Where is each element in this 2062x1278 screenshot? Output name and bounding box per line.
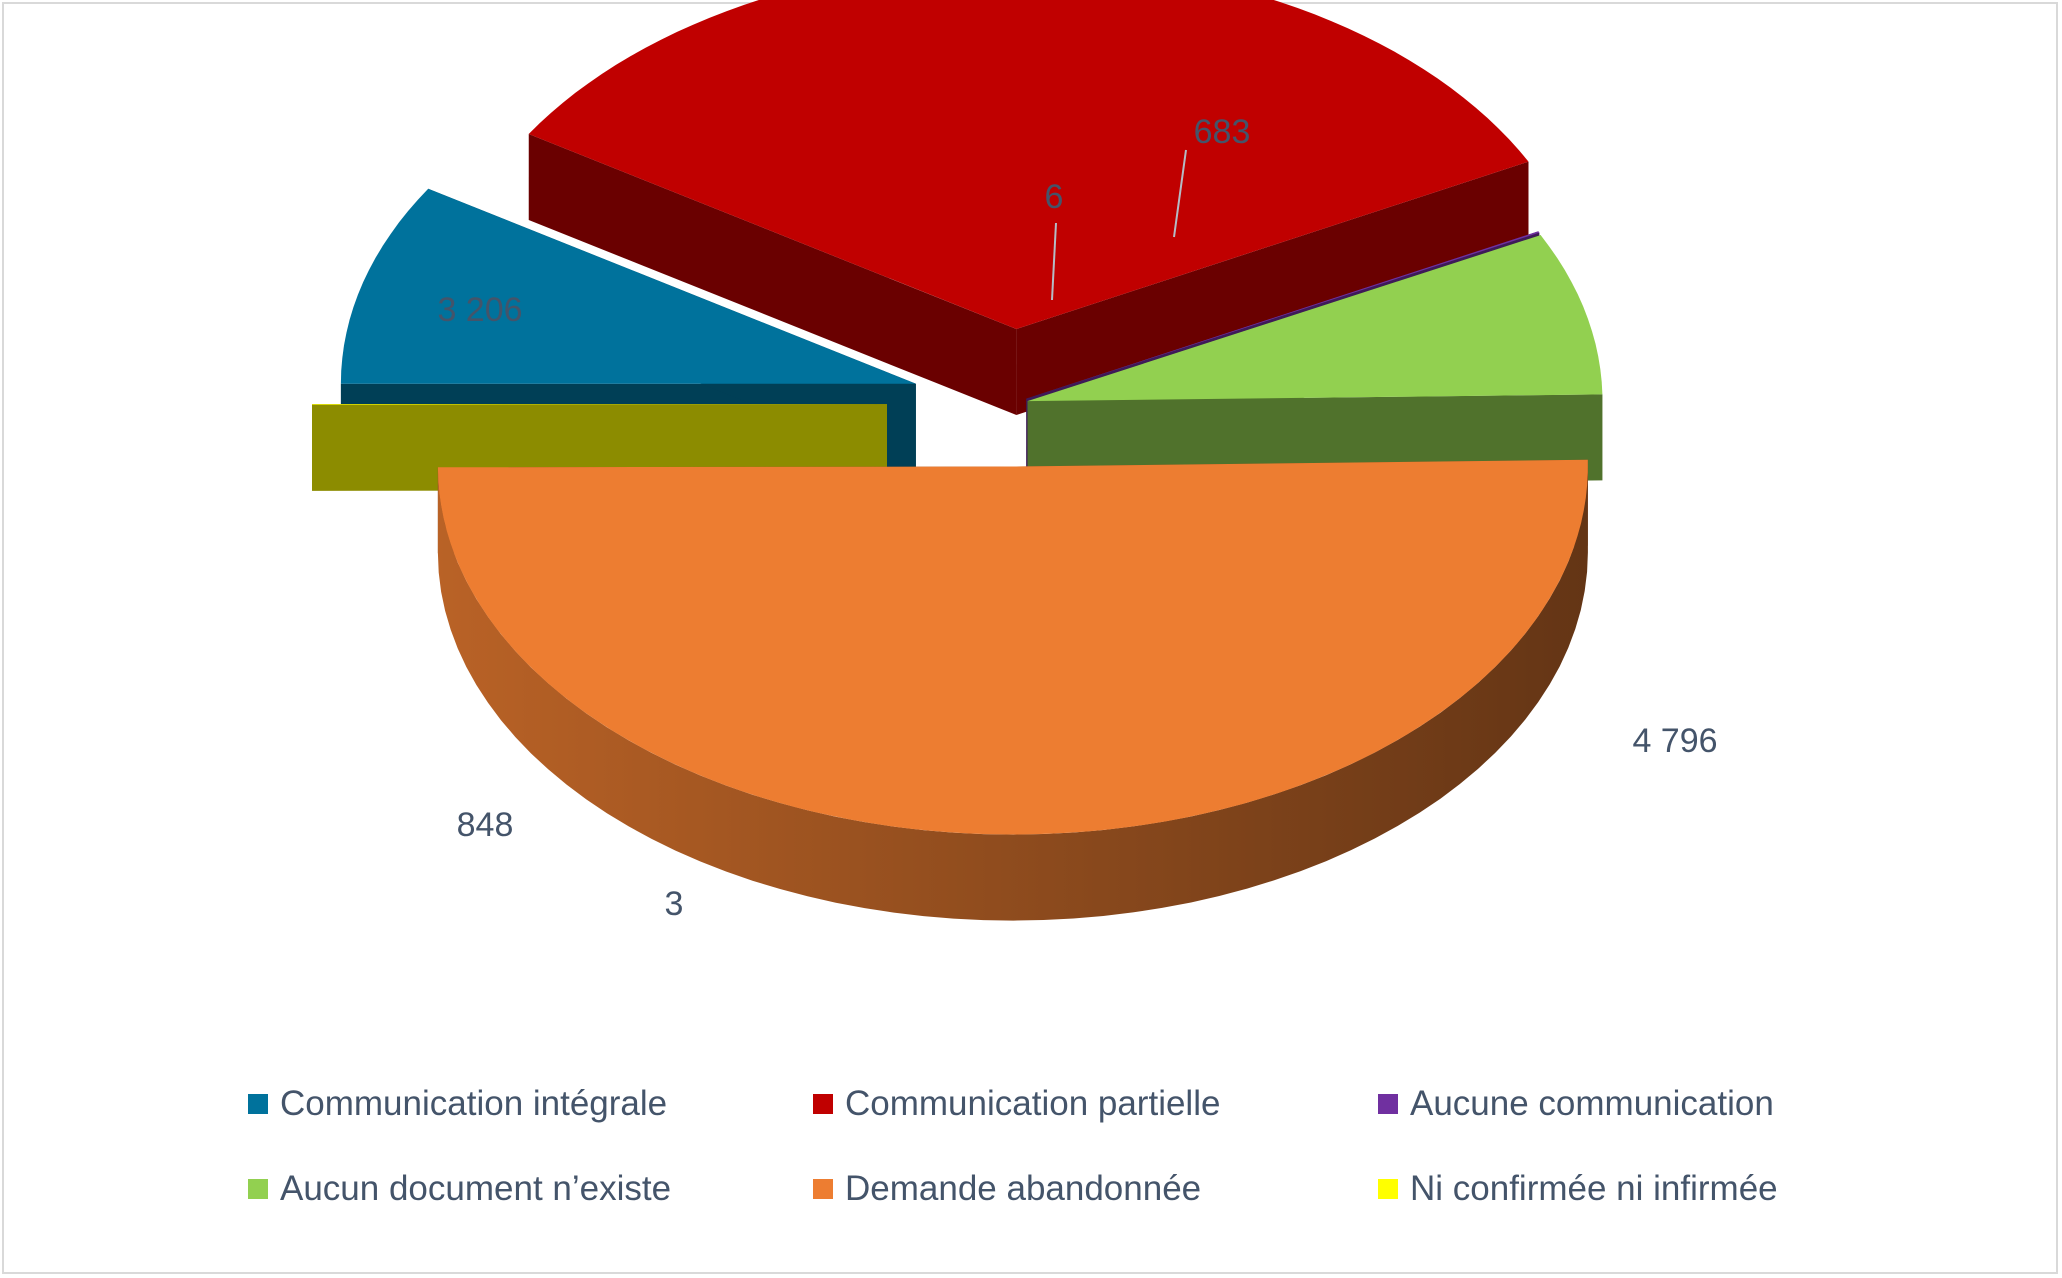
legend-swatch-communication-partielle bbox=[813, 1094, 833, 1114]
data-label-ni-confirmee: 3 bbox=[665, 885, 684, 923]
leader-lines bbox=[1051, 149, 1187, 301]
legend-label-communication-partielle: Communication partielle bbox=[845, 1084, 1221, 1123]
pie-slice-top bbox=[1026, 231, 1540, 399]
legend-label-ni-confirmee: Ni confirmée ni infirmée bbox=[1410, 1169, 1778, 1208]
pie-slice-2 bbox=[528, 0, 1529, 415]
pie-slice-top bbox=[437, 459, 1588, 835]
pie-slice-5 bbox=[437, 459, 1588, 921]
pie-slice-wall bbox=[528, 134, 1017, 415]
legend-label-communication-integrale: Communication intégrale bbox=[280, 1084, 668, 1123]
data-label-demande-abandonnee: 4 796 bbox=[1632, 722, 1717, 760]
legend-label-aucune-communication: Aucune communication bbox=[1410, 1084, 1774, 1123]
pie-slice-side bbox=[437, 466, 1588, 921]
legend-swatch-ni-confirmee bbox=[1378, 1179, 1398, 1199]
pie-slice-top bbox=[340, 188, 916, 384]
legend-label-aucun-document: Aucun document n’existe bbox=[280, 1169, 672, 1208]
legend-item-ni-confirmee: Ni confirmée ni infirmée bbox=[1378, 1167, 1778, 1211]
legend-swatch-communication-integrale bbox=[248, 1094, 268, 1114]
data-label-aucun-document: 683 bbox=[1194, 113, 1251, 151]
data-label-aucune-communication: 6 bbox=[1045, 178, 1064, 216]
pie-slice-top bbox=[1027, 235, 1603, 402]
legend-item-communication-partielle: Communication partielle bbox=[813, 1082, 1220, 1126]
legend-swatch-demande-abandonnee bbox=[813, 1179, 833, 1199]
data-labels: 848 3 206 6 683 4 796 3 bbox=[437, 113, 1717, 923]
legend-item-aucun-document: Aucun document n’existe bbox=[248, 1167, 671, 1211]
legend-item-aucune-communication: Aucune communication bbox=[1378, 1082, 1774, 1126]
leader-line-aucun-document bbox=[1173, 149, 1187, 238]
legend-item-communication-integrale: Communication intégrale bbox=[248, 1082, 667, 1126]
data-label-communication-partielle: 3 206 bbox=[437, 291, 522, 329]
data-label-communication-integrale: 848 bbox=[457, 806, 514, 844]
slices-layer bbox=[312, 0, 1603, 921]
leader-line-aucune-communication bbox=[1051, 222, 1057, 301]
pie-slice-top bbox=[312, 404, 888, 405]
legend-swatch-aucune-communication bbox=[1378, 1094, 1398, 1114]
pie-slice-wall bbox=[1016, 161, 1529, 415]
legend-swatch-aucun-document bbox=[248, 1179, 268, 1199]
pie-slice-top bbox=[528, 0, 1529, 329]
pie-slice-4 bbox=[1027, 235, 1603, 488]
legend-label-demande-abandonnee: Demande abandonnée bbox=[845, 1169, 1202, 1208]
legend-item-demande-abandonnee: Demande abandonnée bbox=[813, 1167, 1201, 1211]
